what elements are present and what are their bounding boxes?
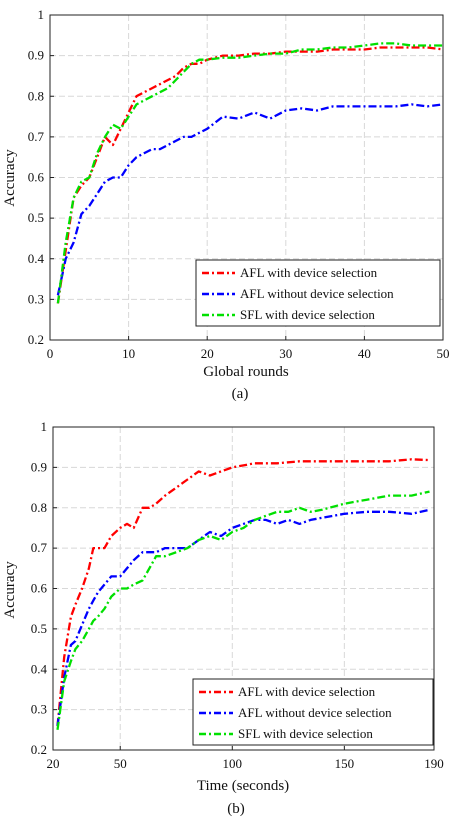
x-tick-label-a: 20	[201, 346, 214, 361]
y-tick-label-a: 0.4	[28, 251, 45, 266]
legend-label-afl-without-b: AFL without device selection	[238, 705, 392, 720]
y-tick-label-a: 0.3	[28, 291, 44, 306]
x-tick-label-b: 50	[114, 756, 127, 771]
panel-b: 20 50 100 150 190 0.2 0.3 0.4 0.5 0.6 0.7 0.8 0.9 1 T…	[2, 419, 444, 817]
ticks-b: 20 50 100 150 190 0.2 0.3 0.4 0.5 0.6 0.7 0.8 0.9 1	[31, 419, 444, 771]
series-line-sfl-with-device-selection-b	[56, 490, 430, 730]
y-tick-label-a: 0.8	[28, 88, 44, 103]
y-tick-label-b: 0.2	[31, 742, 47, 757]
caption-b: (b)	[227, 801, 245, 817]
y-tick-label-a: 0.9	[28, 48, 44, 63]
caption-a: (a)	[232, 386, 249, 402]
y-axis-label-a: Accuracy	[2, 149, 18, 207]
x-tick-label-a: 10	[122, 346, 135, 361]
y-tick-label-b: 0.8	[31, 500, 47, 515]
legend-box-a	[195, 259, 441, 327]
y-tick-label-a: 0.7	[28, 129, 45, 144]
gridlines-a	[50, 15, 443, 340]
y-tick-label-b: 0.5	[31, 621, 47, 636]
legend-label-afl-with-b: AFL with device selection	[238, 684, 376, 699]
legend-label-sfl-with-a: SFL with device selection	[240, 307, 375, 322]
legend-label-afl-with-a: AFL with device selection	[240, 265, 378, 280]
x-tick-label-b: 100	[223, 756, 243, 771]
y-tick-label-b: 0.6	[31, 581, 48, 596]
series-group-b	[56, 458, 430, 730]
series-line-afl-without-device-selection-b	[56, 508, 430, 726]
x-axis-label-a: Global rounds	[203, 364, 289, 380]
x-tick-label-b: 20	[47, 756, 60, 771]
y-tick-label-b: 0.3	[31, 702, 47, 717]
x-tick-label-a: 0	[47, 346, 54, 361]
ticks-a: 0 10 20 30 40 50 0.2 0.3 0.4 0.5 0.6 0.7 0.8 0.9 1	[28, 7, 450, 361]
y-tick-label-b: 0.4	[31, 661, 48, 676]
y-tick-label-b: 0.9	[31, 459, 47, 474]
y-tick-label-a: 1	[38, 7, 45, 22]
y-tick-label-b: 0.7	[31, 540, 48, 555]
x-tick-label-b: 190	[424, 756, 444, 771]
x-tick-label-b: 150	[335, 756, 355, 771]
y-tick-label-a: 0.2	[28, 332, 44, 347]
x-tick-label-a: 40	[358, 346, 371, 361]
x-axis-label-b: Time (seconds)	[197, 778, 289, 794]
series-line-afl-with-device-selection-a	[56, 46, 444, 304]
y-tick-label-a: 0.5	[28, 210, 44, 225]
y-tick-label-b: 1	[41, 419, 48, 434]
y-tick-label-a: 0.6	[28, 170, 45, 185]
legend-label-afl-without-a: AFL without device selection	[240, 286, 394, 301]
series-line-afl-with-device-selection-b	[56, 458, 430, 726]
series-line-sfl-with-device-selection-a	[56, 42, 443, 304]
x-tick-label-a: 50	[437, 346, 450, 361]
legend-b: AFL with device selection AFL without de…	[192, 678, 434, 746]
y-axis-label-b: Accuracy	[2, 561, 18, 619]
series-group-a	[56, 42, 444, 304]
panel-a: 0 10 20 30 40 50 0.2 0.3 0.4 0.5 0.6 0.7 0.8 0.9 1 Glo…	[2, 7, 450, 402]
x-tick-label-a: 30	[279, 346, 292, 361]
series-line-afl-without-device-selection-a	[56, 103, 444, 296]
legend-a: AFL with device selection AFL without de…	[195, 259, 441, 327]
legend-label-sfl-with-b: SFL with device selection	[238, 726, 373, 741]
